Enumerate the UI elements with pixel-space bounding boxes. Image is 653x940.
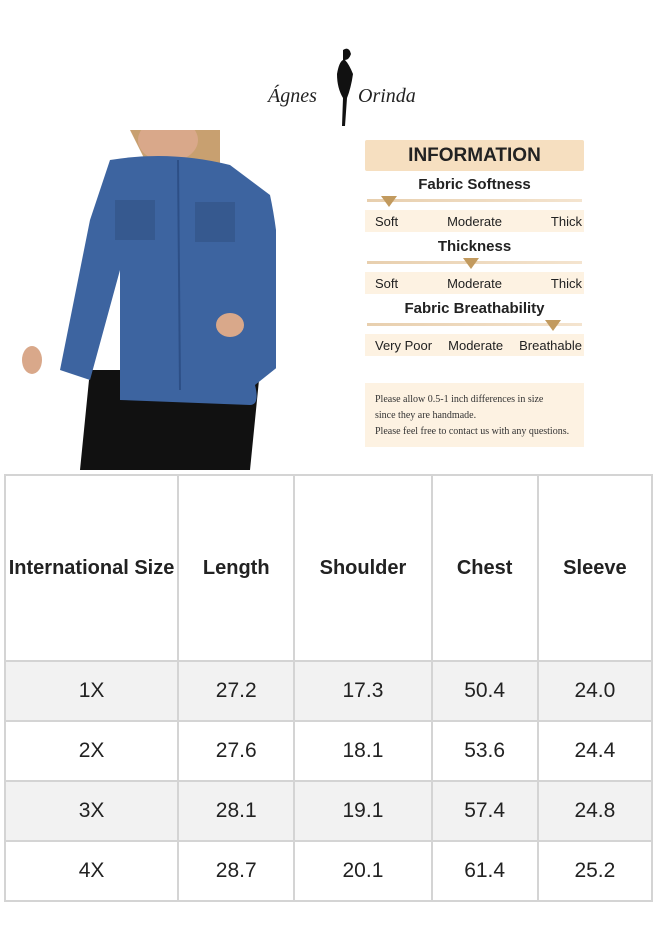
header-cell: Chest	[430, 474, 539, 662]
table-cell: 18.1	[293, 720, 433, 782]
scale-name: Thickness	[437, 238, 512, 255]
scale-option: Moderate	[447, 275, 502, 291]
scale-options: Soft Moderate Thick	[365, 272, 584, 294]
table-row: 1X 27.2 17.3 50.4 24.0	[3, 660, 653, 722]
table-cell: 4X	[3, 840, 180, 902]
header-cell: International Size	[3, 474, 180, 662]
header-row: International Size Length Shoulder Chest Sle…	[3, 474, 653, 662]
scale-name: Fabric Breathability	[404, 300, 545, 317]
table-cell: 61.4	[430, 840, 539, 902]
scale-option: Moderate	[447, 213, 502, 229]
size-table: International Size Length Shoulder Chest Sle…	[3, 474, 653, 902]
table-row: 3X 28.1 19.1 57.4 24.8	[3, 780, 653, 842]
header-cell: Length	[177, 474, 296, 662]
table-cell: 19.1	[293, 780, 433, 842]
table-cell: 20.1	[293, 840, 433, 902]
table-cell: 3X	[3, 780, 180, 842]
scale-options: Very Poor Moderate Breathable	[365, 334, 584, 356]
scale-option: Very Poor	[375, 337, 433, 353]
scale-option: Thick	[550, 275, 582, 291]
table-row: 2X 27.6 18.1 53.6 24.4	[3, 720, 653, 782]
header-cell: Shoulder	[293, 474, 433, 662]
product-photo	[22, 130, 276, 470]
brand-left: Ágnes	[268, 85, 317, 107]
note-line: Please feel free to contact us with any …	[375, 426, 570, 437]
table-cell: 25.2	[536, 840, 653, 902]
table-cell: 57.4	[430, 780, 539, 842]
brand-figure	[337, 48, 353, 126]
scale-option: Soft	[375, 275, 399, 291]
info-title: INFORMATION	[365, 140, 584, 171]
brand-right: Orinda	[358, 85, 416, 107]
table-cell: 53.6	[430, 720, 539, 782]
note: Please allow 0.5-1 inch differences in s…	[365, 383, 584, 447]
note-line: since they are handmade.	[375, 410, 477, 421]
table-cell: 28.1	[177, 780, 296, 842]
scale-option: Breathable	[519, 337, 582, 353]
table-cell: 24.4	[536, 720, 653, 782]
scale-option: Moderate	[448, 337, 504, 353]
table-cell: 17.3	[293, 660, 433, 722]
table-cell: 28.7	[177, 840, 296, 902]
table-row: 4X 28.7 20.1 61.4 25.2	[3, 840, 653, 902]
scale-options: Soft Moderate Thick	[365, 210, 584, 232]
scale-marker	[463, 258, 479, 269]
table-cell: 50.4	[430, 660, 539, 722]
scale-option: Thick	[550, 213, 582, 229]
header-cell: Sleeve	[536, 474, 653, 662]
table-cell: 24.8	[536, 780, 653, 842]
table-cell: 2X	[3, 720, 180, 782]
table-cell: 24.0	[536, 660, 653, 722]
scale-marker	[381, 196, 397, 207]
table-cell: 27.6	[177, 720, 296, 782]
scale-line	[367, 199, 582, 202]
scale-line	[367, 323, 582, 326]
scale-marker	[545, 320, 561, 331]
scale-name: Fabric Softness	[418, 176, 531, 193]
table-cell: 1X	[3, 660, 180, 722]
scale-option: Soft	[375, 213, 399, 229]
note-line: Please allow 0.5-1 inch differences in s…	[375, 394, 544, 405]
table-cell: 27.2	[177, 660, 296, 722]
